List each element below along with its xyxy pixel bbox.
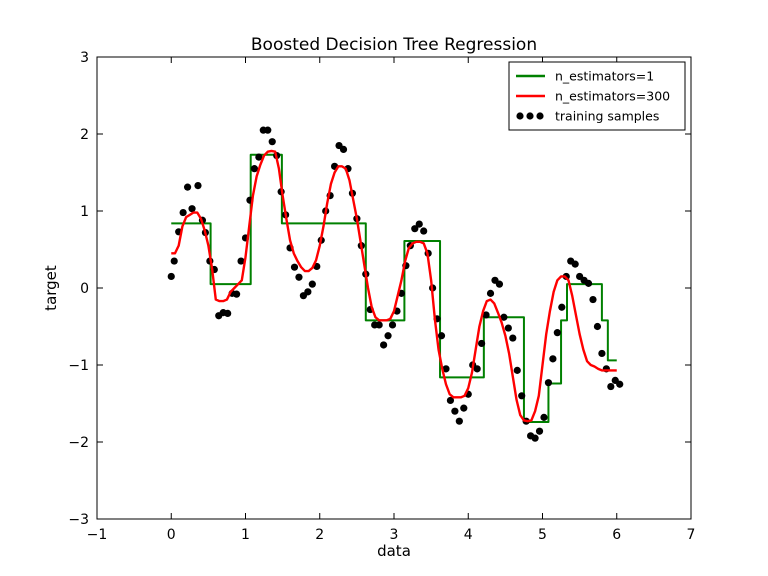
training-sample-point: [411, 225, 419, 233]
training-sample-point: [607, 382, 615, 391]
legend-entry: training samples: [555, 109, 659, 124]
training-sample-point: [308, 280, 316, 288]
training-sample-point: [388, 321, 397, 329]
training-sample-point: [482, 311, 490, 319]
training-sample-point: [290, 263, 299, 271]
training-sample-point: [232, 290, 241, 298]
training-sample-point: [264, 126, 272, 134]
y-tick-label: −1: [68, 358, 89, 374]
training-sample-point: [442, 365, 450, 373]
training-sample-point: [304, 288, 312, 296]
y-tick-label: 2: [80, 127, 89, 143]
series-line-n-estimators-300: [171, 149, 617, 423]
training-sample-point: [446, 396, 455, 405]
x-tick-label: 2: [315, 527, 324, 543]
x-tick-label: 7: [687, 527, 696, 543]
training-sample-point: [531, 434, 539, 442]
training-sample-point: [509, 334, 517, 342]
training-sample-point: [188, 205, 196, 213]
training-sample-point: [486, 289, 495, 297]
training-sample-point: [437, 332, 446, 340]
legend-marker-point: [516, 112, 524, 120]
training-sample-point: [451, 407, 459, 415]
training-sample-point: [268, 138, 276, 146]
training-sample-point: [584, 279, 593, 287]
training-sample-point: [224, 309, 232, 318]
y-tick-label: −2: [68, 435, 89, 451]
training-sample-point: [500, 313, 508, 321]
training-sample-point: [460, 404, 468, 412]
training-sample-point: [571, 260, 579, 268]
training-sample-point: [339, 145, 348, 153]
x-tick-label: 1: [241, 527, 250, 543]
x-tick-label: 5: [538, 527, 547, 543]
training-sample-point: [553, 329, 561, 337]
training-sample-point: [415, 220, 423, 228]
training-sample-point: [375, 321, 383, 329]
training-sample-point: [194, 181, 202, 190]
training-sample-point: [183, 183, 192, 191]
axes-frame: [96, 56, 692, 520]
training-sample-point: [593, 322, 602, 331]
training-sample-point: [518, 392, 526, 400]
training-sample-point: [170, 257, 178, 265]
y-tick-label: 0: [80, 281, 89, 297]
training-sample-point: [179, 208, 187, 217]
training-sample-point: [255, 153, 263, 161]
training-sample-point: [250, 165, 259, 173]
chart-title: Boosted Decision Tree Regression: [251, 35, 537, 55]
legend-marker-point: [526, 112, 534, 120]
legend-entry: n_estimators=1: [555, 69, 654, 84]
training-sample-point: [455, 417, 463, 425]
training-sample-point: [167, 272, 175, 281]
y-tick-label: 1: [80, 204, 89, 220]
training-sample-point: [616, 380, 624, 388]
x-tick-label: −1: [87, 527, 108, 543]
x-axis-label: data: [377, 542, 411, 560]
training-sample-point: [558, 303, 566, 311]
training-sample-point: [504, 324, 512, 332]
training-sample-point: [535, 427, 544, 435]
training-sample-point: [540, 413, 548, 421]
y-tick-label: −3: [68, 512, 89, 528]
training-sample-point: [549, 355, 557, 363]
x-tick-label: 4: [464, 527, 473, 543]
training-sample-point: [295, 273, 303, 281]
x-tick-label: 6: [612, 527, 621, 543]
axis-ticks: −1 0 1 2 3 4 5 6 7 −3 −2 −1 0 1 2 3: [68, 50, 695, 543]
training-sample-point: [495, 280, 504, 288]
training-sample-point: [589, 295, 597, 304]
y-axis-label: target: [42, 265, 60, 311]
training-sample-point: [598, 349, 606, 358]
legend-marker-point: [536, 112, 544, 120]
x-tick-label: 0: [167, 527, 176, 543]
training-sample-point: [473, 365, 481, 373]
x-tick-label: 3: [390, 527, 399, 543]
training-sample-point: [420, 227, 428, 235]
training-sample-point: [513, 366, 521, 374]
y-tick-label: 3: [80, 50, 89, 66]
training-sample-point: [384, 332, 392, 340]
legend-entry: n_estimators=300: [555, 89, 670, 104]
plot-area: [167, 126, 624, 442]
training-sample-point: [478, 339, 486, 348]
legend: n_estimators=1 n_estimators=300 training s…: [508, 61, 686, 131]
training-sample-point: [380, 341, 388, 349]
training-sample-point: [237, 257, 245, 265]
training-sample-point: [544, 379, 553, 387]
